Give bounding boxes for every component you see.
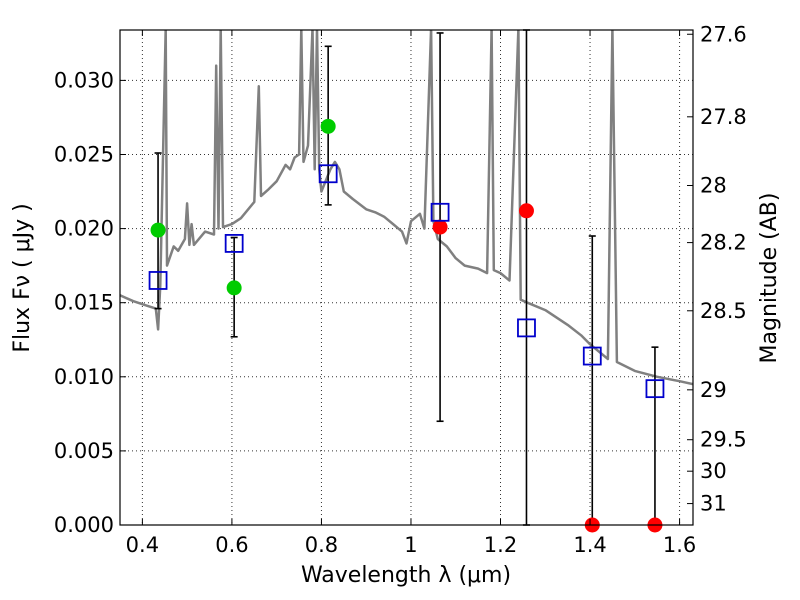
y-tick-label-left: 0.000 <box>54 513 114 537</box>
observed-point <box>150 222 166 238</box>
x-tick-label: 1 <box>404 533 417 557</box>
y-tick-label-right: 28.5 <box>700 299 747 323</box>
observed-point <box>320 118 336 134</box>
observed-point <box>432 219 448 235</box>
y-tick-label-right: 31 <box>700 492 727 516</box>
y-tick-label-left: 0.020 <box>54 217 114 241</box>
x-tick-label: 1.4 <box>573 533 606 557</box>
y-tick-label-left: 0.030 <box>54 68 114 92</box>
y-tick-label-right: 27.6 <box>700 22 747 46</box>
y-tick-label-right: 29 <box>700 378 727 402</box>
x-tick-label: 0.8 <box>305 533 338 557</box>
x-tick-label: 1.2 <box>484 533 517 557</box>
y-tick-label-left: 0.025 <box>54 142 114 166</box>
observed-point <box>518 203 534 219</box>
model-bandpass-square <box>148 271 168 290</box>
y-tick-label-right: 28.2 <box>700 231 747 255</box>
y-axis-title-right: Magnitude (AB) <box>757 193 782 364</box>
model-spectrum-line <box>120 30 693 386</box>
model-bandpass-square <box>517 318 536 338</box>
plot-frame <box>119 29 694 526</box>
markers-layer <box>148 118 665 533</box>
y-tick-label-left: 0.015 <box>54 291 114 315</box>
x-tick-label: 0.4 <box>126 533 159 557</box>
x-axis-title: Wavelength λ (μm) <box>301 563 511 588</box>
y-tick-label-right: 28 <box>700 173 727 197</box>
model-bandpass-square <box>430 202 450 222</box>
axis-ticks: 0.4 0.6 0.8 1 1.2 1.4 1.6 0.000 0.005 0.010 0.015 0… <box>54 22 747 557</box>
y-tick-label-left: 0.010 <box>54 365 114 389</box>
y-tick-label-right: 29.5 <box>700 428 747 452</box>
y-tick-label-right: 30 <box>700 459 727 483</box>
y-tick-label-right: 27.8 <box>700 105 747 129</box>
observed-point <box>226 280 242 296</box>
model-spectrum-layer <box>120 30 693 386</box>
model-bandpass-square <box>224 234 244 253</box>
y-tick-label-left: 0.005 <box>54 439 114 463</box>
x-tick-label: 0.6 <box>215 533 248 557</box>
model-bandpass-square <box>645 379 665 399</box>
error-bars-layer <box>154 29 659 526</box>
model-bandpass-square <box>318 164 338 184</box>
grid-lines <box>120 30 693 526</box>
model-bandpass-square <box>582 346 602 366</box>
y-axis-title-left: Flux Fν ( μJy ) <box>10 203 35 352</box>
x-tick-label: 1.6 <box>663 533 696 557</box>
